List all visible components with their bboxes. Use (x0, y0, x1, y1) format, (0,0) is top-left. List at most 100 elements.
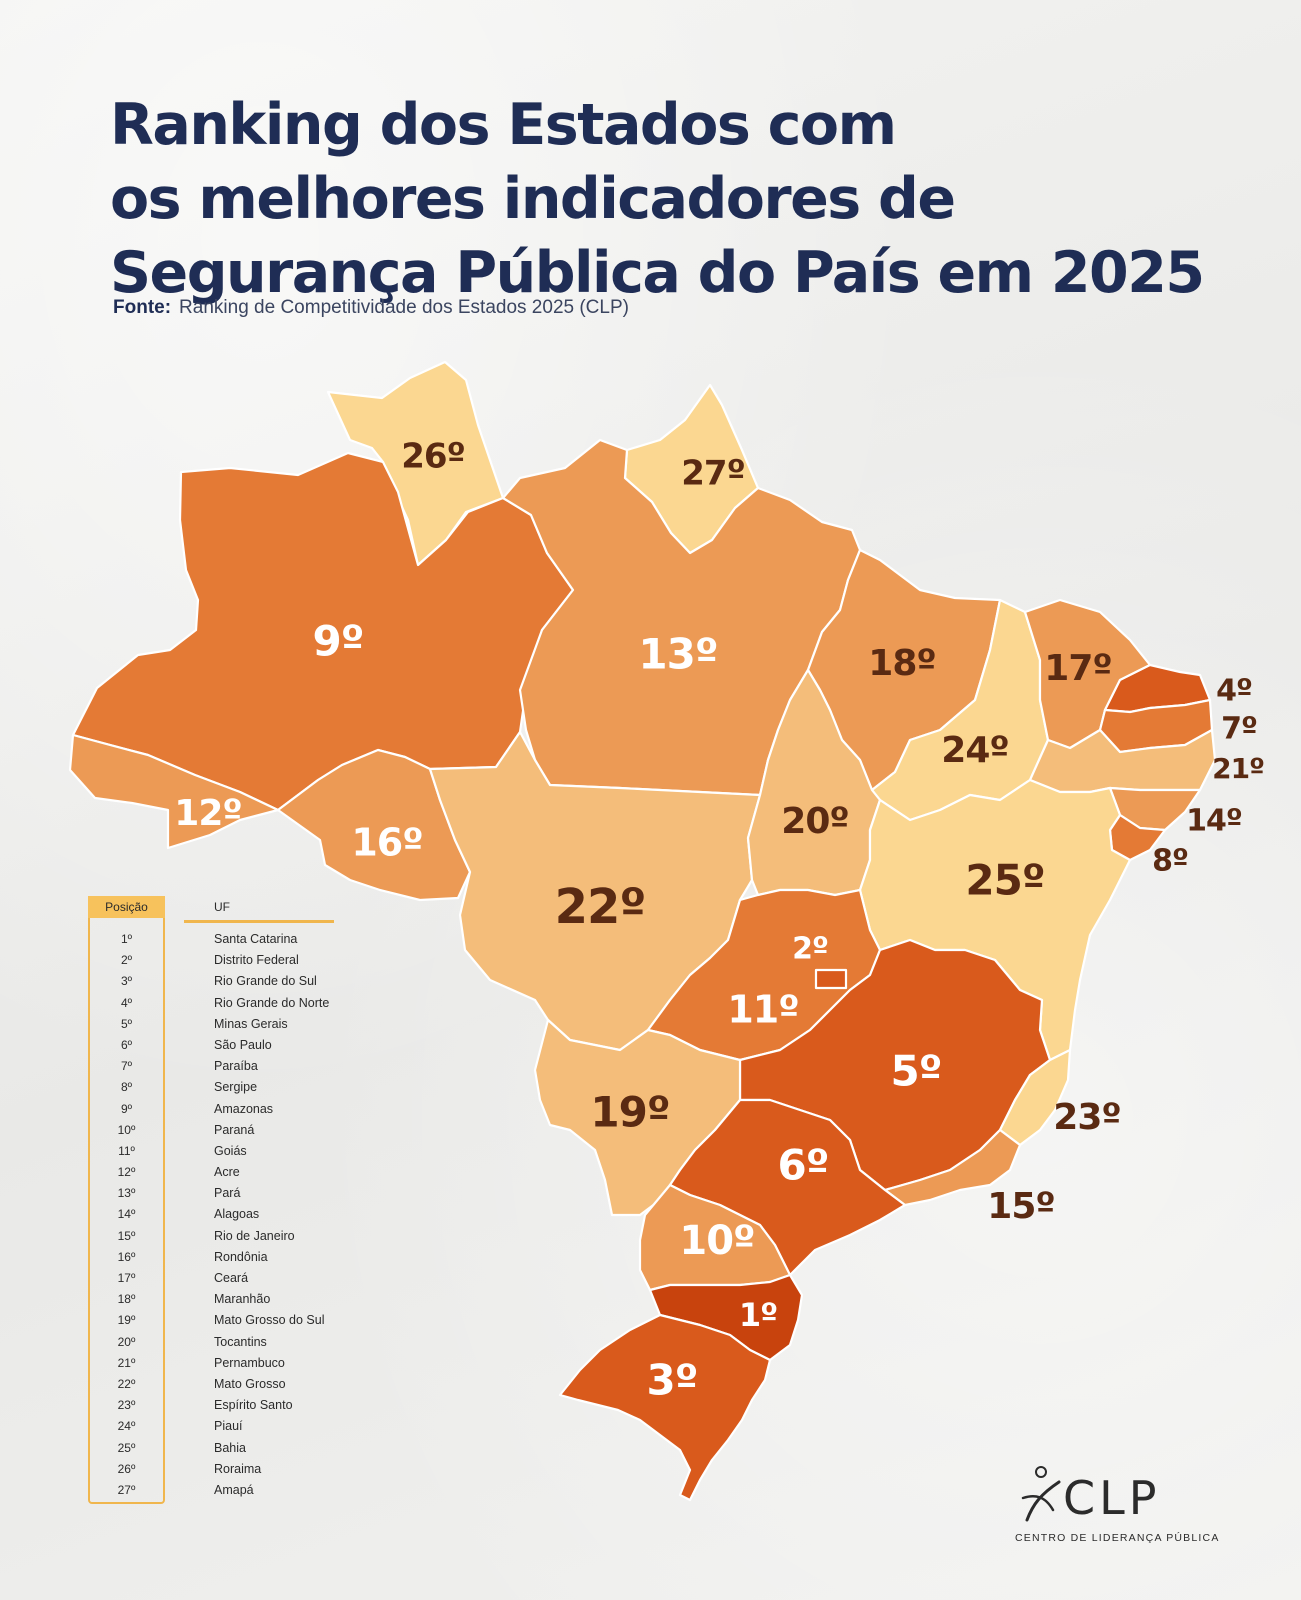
legend-row: 5º Minas Gerais (88, 1014, 348, 1035)
legend-row-position: 2º (120, 953, 133, 968)
legend-row: 8º Sergipe (88, 1077, 348, 1098)
legend-row-state: Amapá (214, 1482, 254, 1497)
legend-row-position: 8º (120, 1080, 133, 1095)
legend-row-position: 3º (120, 974, 133, 989)
clp-logo-figure-icon (1021, 1466, 1061, 1522)
legend-row-state: Mato Grosso (214, 1376, 286, 1391)
rank-label-distrito-federal: 2º (792, 932, 828, 967)
legend-row-state: Roraima (214, 1461, 262, 1476)
rank-label-acre: 12º (174, 793, 241, 834)
legend-row: 3º Rio Grande do Sul (88, 971, 348, 992)
legend-rows: 1º Santa Catarina 2º Distrito Federal 3º Rio … (88, 929, 348, 1501)
rank-label-mato-grosso-do-sul: 19º (590, 1088, 669, 1137)
legend-row: 13º Pará (88, 1183, 348, 1204)
rank-label-tocantins: 20º (781, 801, 848, 842)
legend-row-state: Sergipe (214, 1080, 258, 1095)
legend-row-state: Alagoas (214, 1207, 260, 1222)
legend-row-state: Santa Catarina (214, 932, 298, 946)
legend-row: 23º Espírito Santo (88, 1395, 348, 1416)
legend-row-state: Piauí (214, 1419, 243, 1434)
legend-row-state: Paraná (214, 1122, 255, 1137)
legend-row: 6º São Paulo (88, 1035, 348, 1056)
rank-label-bahia: 25º (965, 856, 1044, 905)
rank-label-maranhao: 18º (868, 643, 935, 684)
legend-row-position: 7º (120, 1059, 133, 1074)
legend-row: 1º Santa Catarina (88, 929, 348, 950)
legend-row: 20º Tocantins (88, 1332, 348, 1353)
rank-label-mato-grosso: 22º (555, 879, 646, 935)
legend-uf-header: UF (214, 900, 230, 914)
legend-row-position: 23º (117, 1398, 136, 1413)
legend-row-position: 24º (117, 1419, 136, 1434)
rank-label-minas-gerais: 5º (891, 1047, 942, 1096)
legend-row-position: 17º (117, 1271, 136, 1285)
source-label: Fonte: (113, 297, 172, 318)
legend-row: 18º Maranhão (88, 1289, 348, 1310)
clp-logo-text: CLP (1063, 1471, 1161, 1525)
legend-row: 21º Pernambuco (88, 1353, 348, 1374)
rank-label-paraiba: 7º (1221, 712, 1257, 747)
rank-label-para: 13º (638, 630, 717, 679)
legend-row-state: Ceará (214, 1271, 249, 1285)
legend-row-position: 14º (117, 1207, 136, 1222)
state-sao-paulo[interactable] (668, 1098, 907, 1277)
legend-row-position: 1º (120, 932, 133, 946)
legend-row: 17º Ceará (88, 1268, 348, 1289)
rank-label-amapa: 27º (681, 454, 745, 494)
source-text: Ranking de Competitividade dos Estados 2… (179, 297, 629, 318)
clp-logo-subtitle: CENTRO DE LIDERANÇA PÚBLICA (1015, 1532, 1220, 1544)
legend-row: 15º Rio de Janeiro (88, 1226, 348, 1247)
title-line-3: Segurança Pública do País em 2025 (110, 240, 1205, 306)
clp-logo: CLP CENTRO DE LIDERANÇA PÚBLICA (1015, 1466, 1245, 1550)
legend-row-state: São Paulo (214, 1037, 272, 1052)
legend-row-position: 15º (117, 1228, 136, 1243)
legend-row: 9º Amazonas (88, 1099, 348, 1120)
rank-label-alagoas: 14º (1186, 804, 1242, 839)
state-espirito-santo[interactable] (998, 1048, 1072, 1147)
legend-row: 11º Goiás (88, 1141, 348, 1162)
ranking-legend: Posição UF 1º Santa Catarina 2º Distrito Fe… (88, 896, 338, 1506)
legend-row: 16º Rondônia (88, 1247, 348, 1268)
legend-row: 4º Rio Grande do Norte (88, 993, 348, 1014)
legend-row-position: 6º (120, 1037, 133, 1052)
legend-row-state: Goiás (214, 1143, 247, 1158)
legend-row-state: Rio de Janeiro (214, 1228, 295, 1243)
rank-label-piaui: 24º (941, 730, 1008, 771)
legend-row-position: 9º (120, 1101, 133, 1116)
rank-label-rio-grande-do-norte: 4º (1216, 674, 1252, 709)
legend-row: 7º Paraíba (88, 1056, 348, 1077)
rank-label-amazonas: 9º (313, 617, 364, 666)
legend-row-state: Acre (214, 1165, 240, 1180)
legend-row-position: 26º (117, 1461, 136, 1476)
legend-row-state: Tocantins (214, 1334, 267, 1349)
state-rio-grande-do-sul[interactable] (558, 1313, 772, 1502)
legend-row: 27º Amapá (88, 1480, 348, 1501)
rank-label-rio-de-janeiro: 15º (987, 1186, 1054, 1227)
legend-row-position: 25º (117, 1440, 136, 1455)
legend-row-position: 16º (117, 1249, 136, 1264)
state-acre[interactable] (68, 733, 280, 850)
title-line-2: os melhores indicadores de (110, 166, 956, 232)
title-line-1: Ranking dos Estados com (110, 92, 897, 158)
state-distrito-federal[interactable] (814, 968, 848, 990)
rank-label-ceara: 17º (1044, 648, 1111, 689)
legend-row-state: Amazonas (214, 1101, 274, 1116)
legend-row-state: Pernambuco (214, 1355, 285, 1370)
legend-row-state: Paraíba (214, 1059, 258, 1074)
legend-row-state: Bahia (214, 1440, 246, 1455)
rank-label-roraima: 26º (401, 437, 465, 477)
legend-row: 14º Alagoas (88, 1204, 348, 1225)
rank-label-pernambuco: 21º (1212, 752, 1264, 785)
legend-row: 12º Acre (88, 1162, 348, 1183)
legend-row-state: Minas Gerais (214, 1016, 288, 1031)
rank-label-goias: 11º (727, 988, 798, 1032)
legend-row-state: Pará (214, 1186, 241, 1201)
legend-row-state: Distrito Federal (214, 953, 299, 968)
legend-row-position: 4º (120, 995, 133, 1010)
legend-row-position: 20º (117, 1334, 136, 1349)
legend-row-state: Rio Grande do Norte (214, 995, 330, 1010)
legend-row-state: Mato Grosso do Sul (214, 1313, 325, 1328)
legend-row-position: 27º (117, 1482, 136, 1497)
legend-row-position: 22º (117, 1376, 136, 1391)
